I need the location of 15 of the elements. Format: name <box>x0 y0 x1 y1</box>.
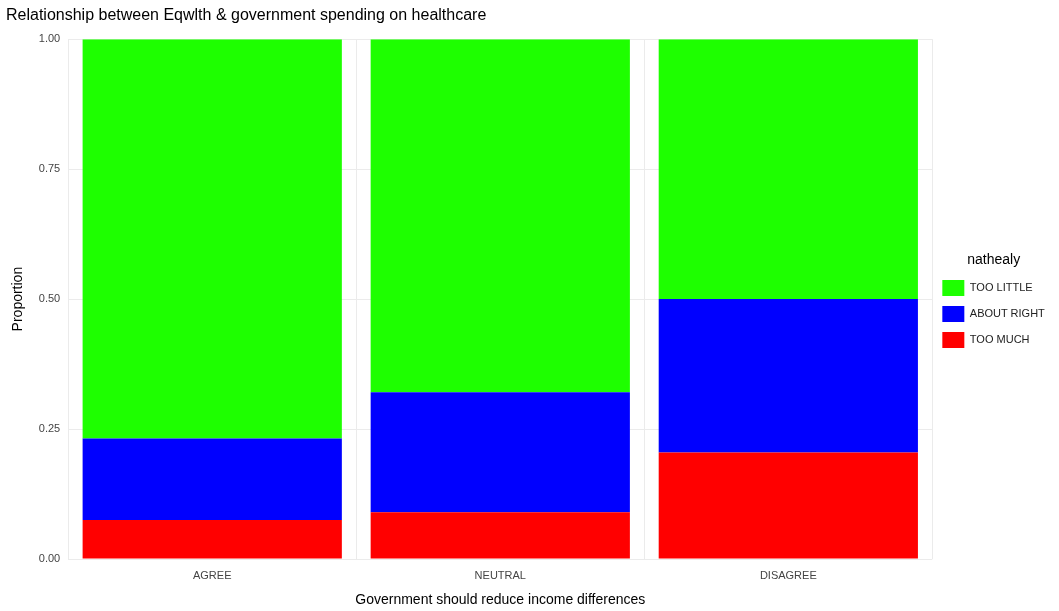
x-tick-label: NEUTRAL <box>474 568 526 581</box>
chart-title: Relationship between Eqwlth & government spending on healthcare <box>6 6 487 24</box>
y-tick-label: 1.00 <box>38 32 61 45</box>
legend-title: nathealy <box>967 250 1021 267</box>
x-tick-label: AGREE <box>192 568 232 581</box>
y-axis-title: Proportion <box>9 266 26 332</box>
x-tick-label: DISAGREE <box>759 568 817 581</box>
legend-label: ABOUT RIGHT <box>969 306 1046 319</box>
legend-label: TOO LITTLE <box>969 280 1033 293</box>
legend-label: TOO MUCH <box>969 332 1030 345</box>
y-tick-label: 0.25 <box>38 422 61 435</box>
x-axis-title: Government should reduce income differences <box>355 591 646 608</box>
y-tick-label: 0.75 <box>38 162 61 175</box>
y-tick-label: 0.00 <box>38 552 61 565</box>
y-tick-label: 0.50 <box>38 292 61 305</box>
